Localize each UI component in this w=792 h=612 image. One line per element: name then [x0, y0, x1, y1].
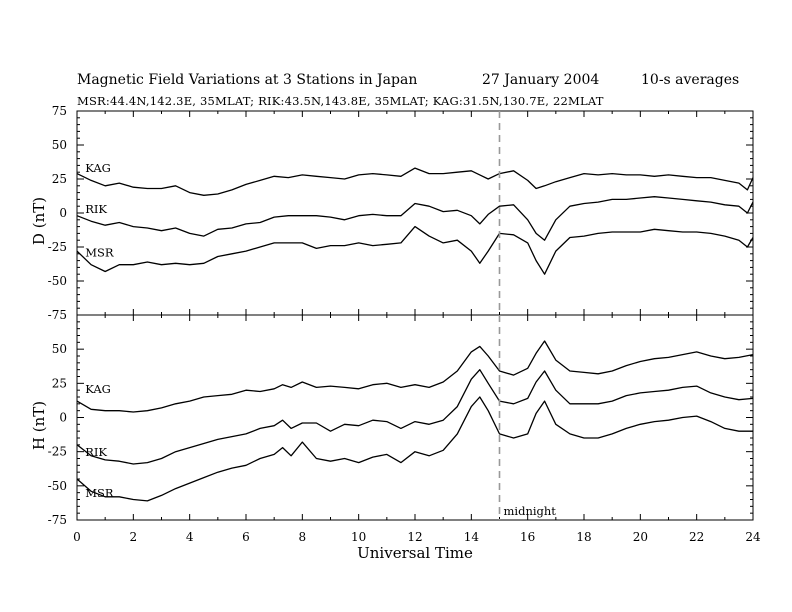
- xtick-label: 6: [242, 530, 250, 544]
- h-ytick-label: 25: [52, 376, 67, 390]
- h-series-kag: [76, 340, 754, 413]
- h-label-rik: RIK: [85, 445, 107, 459]
- xtick-label: 8: [299, 530, 307, 544]
- d-ylabel: D (nT): [30, 197, 48, 245]
- chart-date: 27 January 2004: [482, 72, 600, 88]
- xtick-label: 2: [130, 530, 138, 544]
- d-label-kag: KAG: [85, 161, 111, 175]
- d-series-rik: [76, 196, 754, 241]
- d-panel-frame: [76, 110, 754, 316]
- d-ytick-label: -50: [48, 274, 67, 288]
- h-label-msr: MSR: [85, 486, 114, 500]
- d-ytick-label: -75: [48, 308, 67, 322]
- xtick-label: 20: [633, 530, 648, 544]
- xtick-label: 22: [689, 530, 704, 544]
- d-ytick-label: -25: [48, 240, 67, 254]
- x-axis-label: Universal Time: [357, 544, 473, 562]
- stations-info: MSR:44.4N,142.3E, 35MLAT; RIK:43.5N,143.…: [77, 94, 604, 108]
- d-ytick-label: 25: [52, 172, 67, 186]
- h-series-msr: [76, 396, 753, 502]
- d-ytick-label: 75: [52, 104, 67, 118]
- chart-averaging-label: 10-s averages: [641, 72, 740, 88]
- d-ytick-label: 0: [59, 206, 67, 220]
- d-ytick-label: 50: [52, 138, 67, 152]
- xtick-label: 14: [464, 530, 480, 544]
- xtick-label: 4: [186, 530, 194, 544]
- h-ytick-label: -75: [48, 513, 67, 527]
- h-label-kag: KAG: [85, 382, 111, 396]
- chart-title: Magnetic Field Variations at 3 Stations …: [77, 72, 418, 88]
- h-ytick-label: 0: [59, 411, 67, 425]
- xtick-label: 16: [520, 530, 535, 544]
- midnight-label: midnight: [504, 504, 557, 518]
- d-series-kag: [76, 167, 754, 196]
- h-ylabel: H (nT): [30, 401, 48, 450]
- h-series-rik: [76, 369, 754, 465]
- h-panel-frame: [76, 314, 754, 521]
- h-ytick-label: -50: [48, 479, 67, 493]
- d-label-msr: MSR: [85, 246, 114, 260]
- xtick-label: 18: [576, 530, 591, 544]
- xtick-label: 10: [351, 530, 366, 544]
- h-ytick-label: 50: [52, 342, 67, 356]
- h-ytick-label: -25: [48, 445, 67, 459]
- xtick-label: 0: [73, 530, 81, 544]
- d-series-msr: [76, 225, 754, 275]
- d-label-rik: RIK: [85, 202, 107, 216]
- xtick-label: 24: [745, 530, 761, 544]
- xtick-label: 12: [407, 530, 422, 544]
